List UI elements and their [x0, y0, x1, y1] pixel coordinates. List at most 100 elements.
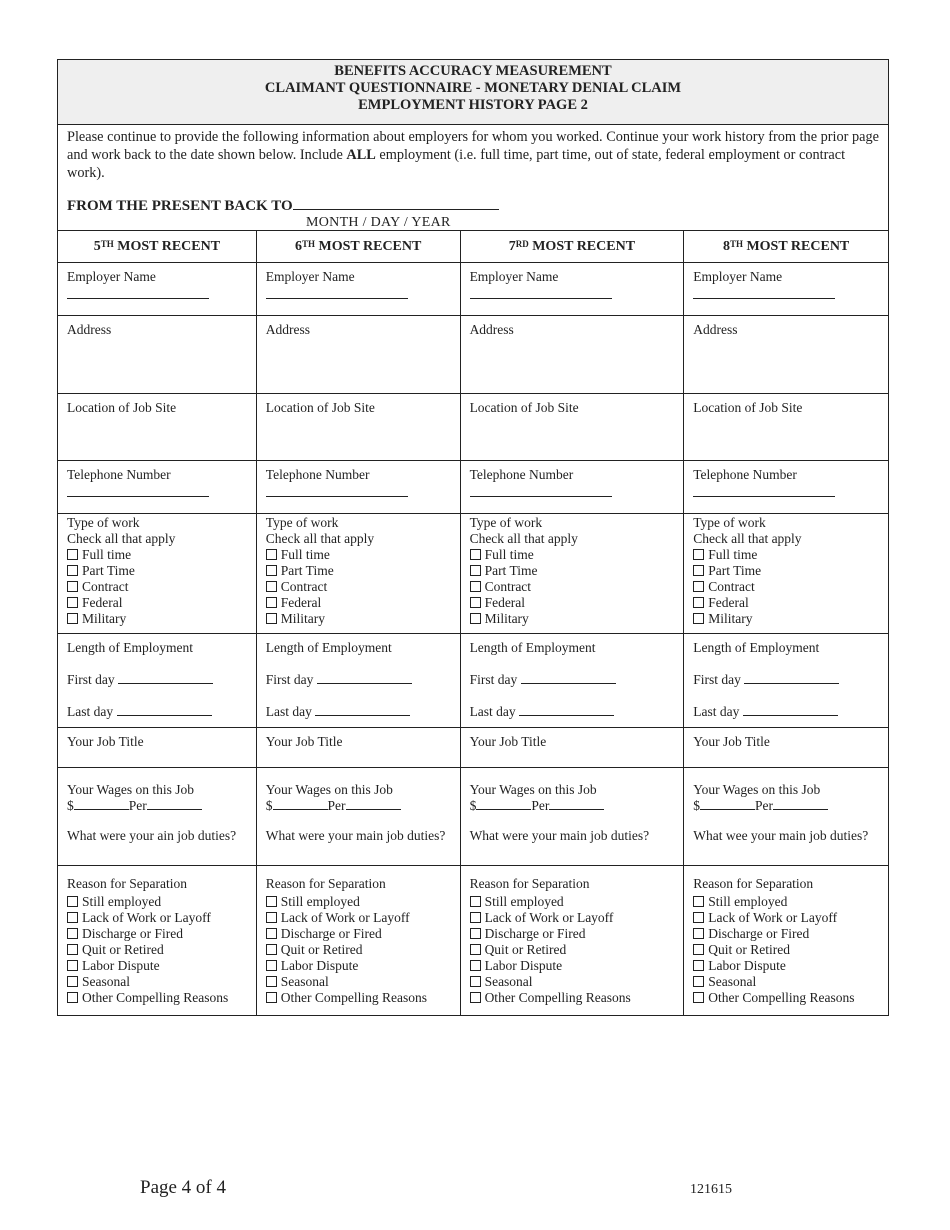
reason-option[interactable]: Discharge or Fired — [693, 926, 879, 942]
work-type-option[interactable]: Contract — [67, 579, 247, 595]
wage-period-input[interactable] — [549, 798, 605, 810]
checkbox[interactable] — [469, 581, 481, 592]
checkbox[interactable] — [265, 581, 277, 592]
reason-option[interactable]: Other Compelling Reasons — [265, 990, 451, 1006]
checkbox[interactable] — [693, 597, 705, 608]
checkbox[interactable] — [469, 565, 481, 576]
from-date-field[interactable]: FROM THE PRESENT BACK TO — [67, 198, 888, 215]
reason-option[interactable]: Labor Dispute — [469, 958, 675, 974]
first-day-input[interactable] — [744, 672, 840, 684]
reason-option[interactable]: Lack of Work or Layoff — [265, 910, 451, 926]
checkbox[interactable] — [265, 944, 277, 955]
checkbox[interactable] — [469, 896, 481, 907]
reason-option[interactable]: Still employed — [67, 894, 247, 910]
employer-name-input[interactable] — [67, 285, 209, 299]
first-day-input[interactable] — [118, 672, 214, 684]
work-type-option[interactable]: Military — [693, 611, 879, 627]
checkbox[interactable] — [469, 944, 481, 955]
checkbox[interactable] — [693, 976, 705, 987]
work-type-option[interactable]: Full time — [469, 547, 675, 563]
checkbox[interactable] — [469, 992, 481, 1003]
checkbox[interactable] — [693, 565, 705, 576]
checkbox[interactable] — [469, 960, 481, 971]
wage-period-input[interactable] — [772, 798, 828, 810]
work-type-option[interactable]: Federal — [67, 595, 247, 611]
work-type-option[interactable]: Federal — [469, 595, 675, 611]
checkbox[interactable] — [693, 928, 705, 939]
checkbox[interactable] — [67, 597, 78, 608]
checkbox[interactable] — [67, 992, 78, 1003]
last-day-input[interactable] — [315, 704, 411, 716]
checkbox[interactable] — [265, 928, 277, 939]
checkbox[interactable] — [67, 928, 78, 939]
reason-option[interactable]: Seasonal — [693, 974, 879, 990]
work-type-option[interactable]: Part Time — [693, 563, 879, 579]
work-type-option[interactable]: Full time — [67, 547, 247, 563]
last-day-input[interactable] — [519, 704, 615, 716]
checkbox[interactable] — [67, 613, 78, 624]
work-type-option[interactable]: Contract — [693, 579, 879, 595]
checkbox[interactable] — [67, 896, 78, 907]
reason-option[interactable]: Still employed — [265, 894, 451, 910]
telephone-input[interactable] — [265, 483, 408, 497]
checkbox[interactable] — [67, 565, 78, 576]
reason-option[interactable]: Quit or Retired — [265, 942, 451, 958]
reason-option[interactable]: Quit or Retired — [469, 942, 675, 958]
reason-option[interactable]: Lack of Work or Layoff — [469, 910, 675, 926]
work-type-option[interactable]: Contract — [469, 579, 675, 595]
last-day-input[interactable] — [742, 704, 838, 716]
checkbox[interactable] — [265, 912, 277, 923]
checkbox[interactable] — [469, 613, 481, 624]
work-type-option[interactable]: Federal — [693, 595, 879, 611]
reason-option[interactable]: Lack of Work or Layoff — [67, 910, 247, 926]
checkbox[interactable] — [693, 912, 705, 923]
wage-amount-input[interactable] — [73, 798, 129, 810]
wage-amount-input[interactable] — [476, 798, 532, 810]
wage-period-input[interactable] — [345, 798, 401, 810]
employer-name-input[interactable] — [469, 285, 612, 299]
employer-name-input[interactable] — [693, 285, 836, 299]
checkbox[interactable] — [67, 549, 78, 560]
checkbox[interactable] — [469, 549, 481, 560]
checkbox[interactable] — [265, 976, 277, 987]
wage-period-input[interactable] — [146, 798, 202, 810]
telephone-input[interactable] — [67, 483, 209, 497]
checkbox[interactable] — [693, 581, 705, 592]
last-day-input[interactable] — [116, 704, 212, 716]
checkbox[interactable] — [469, 976, 481, 987]
reason-option[interactable]: Still employed — [469, 894, 675, 910]
checkbox[interactable] — [67, 912, 78, 923]
checkbox[interactable] — [693, 896, 705, 907]
wage-amount-input[interactable] — [272, 798, 328, 810]
checkbox[interactable] — [265, 992, 277, 1003]
reason-option[interactable]: Still employed — [693, 894, 879, 910]
checkbox[interactable] — [693, 992, 705, 1003]
work-type-option[interactable]: Full time — [265, 547, 451, 563]
checkbox[interactable] — [265, 960, 277, 971]
first-day-input[interactable] — [520, 672, 616, 684]
checkbox[interactable] — [265, 565, 277, 576]
checkbox[interactable] — [693, 549, 705, 560]
reason-option[interactable]: Discharge or Fired — [265, 926, 451, 942]
work-type-option[interactable]: Part Time — [265, 563, 451, 579]
telephone-input[interactable] — [469, 483, 612, 497]
reason-option[interactable]: Labor Dispute — [265, 958, 451, 974]
checkbox[interactable] — [67, 944, 78, 955]
checkbox[interactable] — [693, 944, 705, 955]
first-day-input[interactable] — [316, 672, 412, 684]
checkbox[interactable] — [693, 960, 705, 971]
work-type-option[interactable]: Full time — [693, 547, 879, 563]
work-type-option[interactable]: Part Time — [469, 563, 675, 579]
work-type-option[interactable]: Military — [265, 611, 451, 627]
reason-option[interactable]: Seasonal — [67, 974, 247, 990]
employer-name-input[interactable] — [265, 285, 408, 299]
work-type-option[interactable]: Part Time — [67, 563, 247, 579]
checkbox[interactable] — [469, 928, 481, 939]
reason-option[interactable]: Labor Dispute — [67, 958, 247, 974]
checkbox[interactable] — [265, 896, 277, 907]
telephone-input[interactable] — [693, 483, 836, 497]
work-type-option[interactable]: Contract — [265, 579, 451, 595]
reason-option[interactable]: Seasonal — [469, 974, 675, 990]
reason-option[interactable]: Lack of Work or Layoff — [693, 910, 879, 926]
reason-option[interactable]: Other Compelling Reasons — [469, 990, 675, 1006]
